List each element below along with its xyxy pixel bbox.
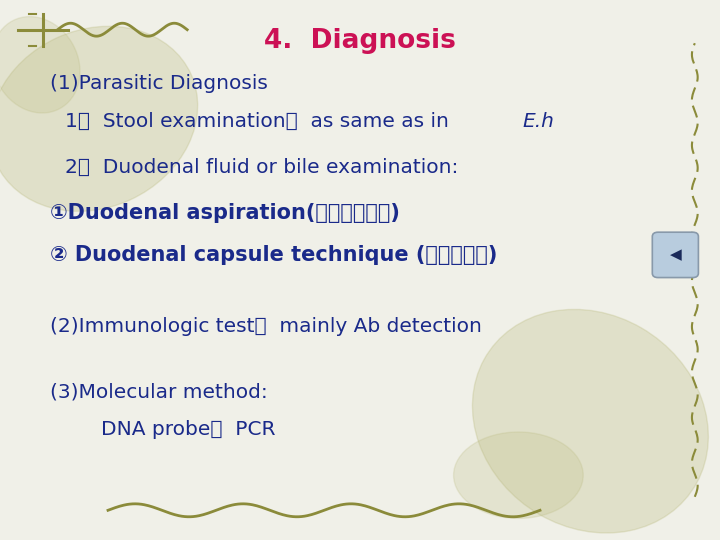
Ellipse shape [472,309,708,533]
Text: E.h: E.h [523,112,554,131]
Text: ◀: ◀ [670,247,681,262]
Text: 2）  Duodenal fluid or bile examination:: 2） Duodenal fluid or bile examination: [65,158,458,177]
Ellipse shape [0,26,198,211]
Text: (1)Parasitic Diagnosis: (1)Parasitic Diagnosis [50,74,269,93]
Text: ①Duodenal aspiration(十二指肠引流): ①Duodenal aspiration(十二指肠引流) [50,203,400,224]
Text: 1）  Stool examination：  as same as in: 1） Stool examination： as same as in [65,112,455,131]
Text: DNA probe、  PCR: DNA probe、 PCR [50,420,276,439]
FancyBboxPatch shape [652,232,698,278]
Ellipse shape [0,17,80,113]
Ellipse shape [454,432,583,518]
Text: ② Duodenal capsule technique (肠检胶囊法): ② Duodenal capsule technique (肠检胶囊法) [50,245,498,265]
Text: 4.  Diagnosis: 4. Diagnosis [264,28,456,54]
Text: (2)Immunologic test：  mainly Ab detection: (2)Immunologic test： mainly Ab detection [50,317,482,336]
Text: (3)Molecular method:: (3)Molecular method: [50,382,268,401]
